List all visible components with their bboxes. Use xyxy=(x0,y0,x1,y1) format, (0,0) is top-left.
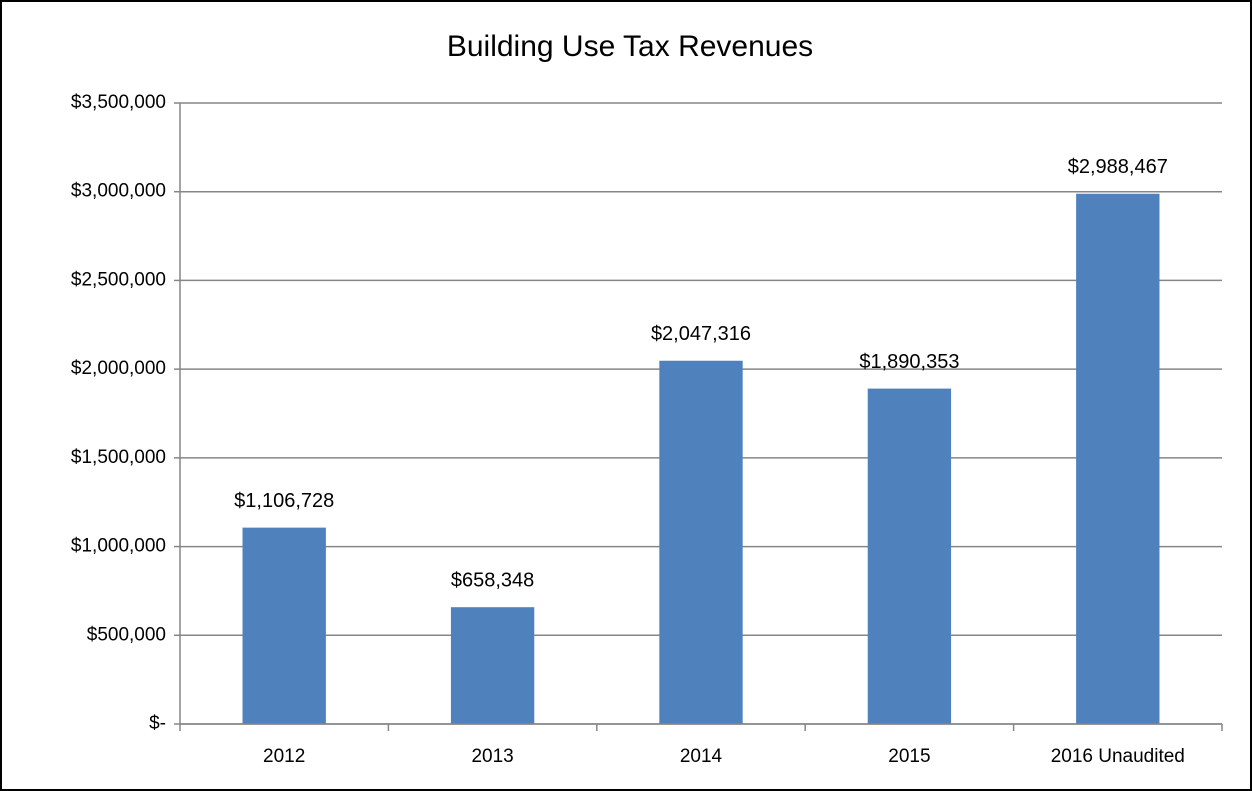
x-tick-label: 2012 xyxy=(263,746,305,767)
y-tick-label: $- xyxy=(149,713,166,734)
data-label: $658,348 xyxy=(451,569,534,591)
x-tick-label: 2015 xyxy=(888,746,930,767)
bar xyxy=(450,607,535,724)
bar xyxy=(1076,193,1160,725)
bar xyxy=(659,360,743,724)
y-tick-label: $1,000,000 xyxy=(71,536,166,557)
y-tick-label: $500,000 xyxy=(87,624,166,645)
x-tick-label: 2014 xyxy=(680,746,723,767)
data-label: $1,890,353 xyxy=(859,351,959,373)
x-tick-label: 2016 Unaudited xyxy=(1051,746,1185,767)
y-tick-label: $3,000,000 xyxy=(71,181,166,202)
bar xyxy=(242,527,326,724)
chart-title: Building Use Tax Revenues xyxy=(447,30,813,63)
data-label: $1,106,728 xyxy=(234,490,334,512)
y-tick-label: $2,000,000 xyxy=(71,358,166,379)
data-label: $2,988,467 xyxy=(1068,156,1168,178)
y-tick-label: $1,500,000 xyxy=(71,447,166,468)
y-tick-label: $3,500,000 xyxy=(71,92,166,113)
data-label: $2,047,316 xyxy=(651,323,751,345)
x-tick-label: 2013 xyxy=(471,746,513,767)
bar xyxy=(867,388,952,724)
y-tick-label: $2,500,000 xyxy=(71,269,166,290)
